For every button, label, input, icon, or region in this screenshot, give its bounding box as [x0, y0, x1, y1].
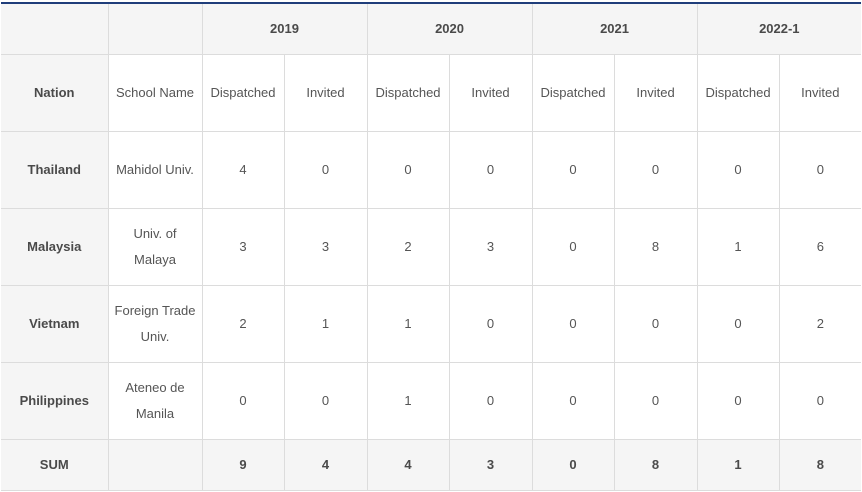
invited-header: Invited: [613, 54, 698, 132]
column-header-row: Nation School Name Dispatched Invited Di…: [1, 54, 862, 132]
dispatched-header: Dispatched: [201, 54, 285, 132]
school-cell: Univ. of Malaya: [107, 208, 203, 286]
nation-cell: Vietnam: [1, 285, 109, 363]
value-cell: 2: [778, 285, 862, 363]
school-header-blank: [107, 2, 203, 55]
year-header-row: 2019 2020 2021 2022-1: [1, 2, 862, 55]
value-cell: 0: [613, 362, 698, 440]
dispatched-header: Dispatched: [366, 54, 450, 132]
value-cell: 1: [283, 285, 368, 363]
year-header: 2019: [201, 2, 368, 55]
value-cell: 2: [201, 285, 285, 363]
sum-cell: 4: [283, 439, 368, 491]
value-cell: 1: [366, 362, 450, 440]
invited-header: Invited: [283, 54, 368, 132]
value-cell: 0: [778, 362, 862, 440]
value-cell: 0: [283, 131, 368, 209]
sum-row: SUM 9 4 4 3 0 8 1 8: [1, 439, 862, 491]
year-header: 2021: [531, 2, 698, 55]
value-cell: 0: [283, 362, 368, 440]
sum-cell: 9: [201, 439, 285, 491]
value-cell: 0: [448, 285, 533, 363]
value-cell: 0: [613, 285, 698, 363]
value-cell: 0: [778, 131, 862, 209]
value-cell: 0: [696, 285, 780, 363]
dispatched-header: Dispatched: [531, 54, 615, 132]
value-cell: 1: [696, 208, 780, 286]
value-cell: 0: [448, 362, 533, 440]
year-header: 2020: [366, 2, 533, 55]
value-cell: 0: [696, 362, 780, 440]
corner-cell: [1, 2, 109, 55]
school-header: School Name: [107, 54, 203, 132]
school-cell: Ateneo de Manila: [107, 362, 203, 440]
value-cell: 3: [448, 208, 533, 286]
sum-cell: 8: [778, 439, 862, 491]
value-cell: 2: [366, 208, 450, 286]
sum-cell: 1: [696, 439, 780, 491]
sum-school-blank: [107, 439, 203, 491]
value-cell: 0: [531, 208, 615, 286]
dispatched-header: Dispatched: [696, 54, 780, 132]
invited-header: Invited: [448, 54, 533, 132]
sum-cell: 3: [448, 439, 533, 491]
school-cell: Foreign Trade Univ.: [107, 285, 203, 363]
sum-cell: 4: [366, 439, 450, 491]
value-cell: 0: [201, 362, 285, 440]
school-cell: Mahidol Univ.: [107, 131, 203, 209]
value-cell: 6: [778, 208, 862, 286]
nation-cell: Thailand: [1, 131, 109, 209]
sum-label: SUM: [1, 439, 109, 491]
value-cell: 3: [283, 208, 368, 286]
sum-cell: 8: [613, 439, 698, 491]
value-cell: 0: [366, 131, 450, 209]
nation-cell: Philippines: [1, 362, 109, 440]
value-cell: 0: [613, 131, 698, 209]
year-header: 2022-1: [696, 2, 862, 55]
table-row: Malaysia Univ. of Malaya 3 3 2 3 0 8 1 6: [1, 208, 862, 286]
nation-cell: Malaysia: [1, 208, 109, 286]
value-cell: 3: [201, 208, 285, 286]
value-cell: 0: [531, 362, 615, 440]
table-row: Vietnam Foreign Trade Univ. 2 1 1 0 0 0 …: [1, 285, 862, 363]
value-cell: 1: [366, 285, 450, 363]
value-cell: 0: [696, 131, 780, 209]
value-cell: 0: [531, 131, 615, 209]
value-cell: 8: [613, 208, 698, 286]
sum-cell: 0: [531, 439, 615, 491]
invited-header: Invited: [778, 54, 862, 132]
table-row: Philippines Ateneo de Manila 0 0 1 0 0 0…: [1, 362, 862, 440]
table-row: Thailand Mahidol Univ. 4 0 0 0 0 0 0 0: [1, 131, 862, 209]
value-cell: 4: [201, 131, 285, 209]
value-cell: 0: [531, 285, 615, 363]
value-cell: 0: [448, 131, 533, 209]
nation-header: Nation: [1, 54, 109, 132]
